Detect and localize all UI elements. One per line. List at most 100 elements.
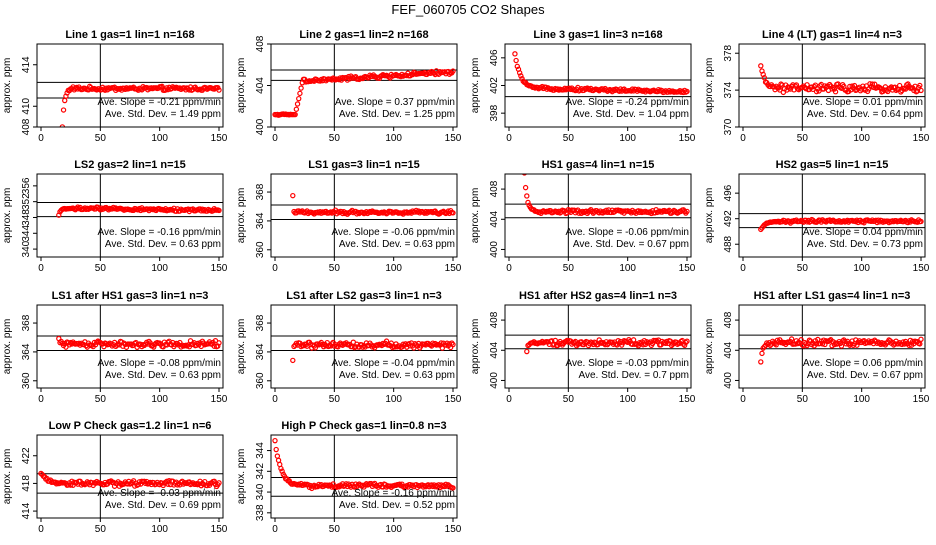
- x-tick-label: 0: [506, 133, 512, 144]
- y-tick-label: 410: [21, 97, 32, 114]
- slope-annotation: Ave. Slope = -0.21 ppm/min: [98, 97, 222, 108]
- plot-frame: [36, 43, 224, 128]
- x-tick-label: 0: [272, 394, 278, 405]
- slope-annotation: Ave. Slope = -0.16 ppm/min: [332, 488, 456, 499]
- y-tick-label: 402: [489, 77, 500, 94]
- plot-frame: [738, 304, 926, 389]
- y-tick-label: 488: [723, 235, 734, 252]
- plot-frame: [504, 304, 692, 389]
- data-point: [450, 210, 456, 216]
- panel: HS1 gas=4 lin=1 n=15 approx. ppm 0 50 100 150…: [470, 159, 696, 274]
- x-tick-label: 100: [853, 394, 870, 405]
- std-dev-annotation: Ave. Std. Dev. = 0.69 ppm: [105, 500, 221, 511]
- x-tick-label: 0: [740, 394, 746, 405]
- y-tick-label: 400: [723, 372, 734, 389]
- data-point: [804, 82, 810, 88]
- panel: HS1 after HS2 gas=4 lin=1 n=3 approx. ppm…: [470, 290, 696, 405]
- x-tick-label: 150: [913, 263, 930, 274]
- x-tick-label: 100: [151, 394, 168, 405]
- y-tick-label: 368: [21, 314, 32, 331]
- data-point: [518, 73, 524, 79]
- panel-title: Line 1 gas=1 lin=1 n=168: [65, 29, 194, 41]
- slope-annotation: Ave. Slope = 0.01 ppm/min: [803, 97, 923, 108]
- data-point: [524, 348, 530, 355]
- data-series: [290, 192, 456, 217]
- x-tick-label: 0: [38, 263, 44, 274]
- x-tick-label: 150: [679, 263, 696, 274]
- y-axis-label: approx. ppm: [470, 319, 481, 375]
- y-tick-label: 422: [21, 447, 32, 464]
- x-tick-label: 0: [506, 394, 512, 405]
- y-tick-label: 414: [21, 56, 32, 73]
- y-tick-label: 342: [255, 463, 266, 480]
- y-tick-label: 370: [723, 118, 734, 135]
- panel: Low P Check gas=1.2 lin=1 n=6 approx. ppm…: [2, 420, 228, 535]
- std-dev-annotation: Ave. Std. Dev. = 0.7 ppm: [578, 370, 689, 381]
- data-point: [788, 336, 795, 342]
- x-tick-label: 100: [619, 394, 636, 405]
- x-tick-label: 100: [385, 133, 402, 144]
- y-axis-label: approx. ppm: [236, 319, 247, 375]
- panel: High P Check gas=1 lin=0.8 n=3 approx. pp…: [236, 420, 462, 535]
- data-point: [293, 106, 300, 112]
- data-point: [684, 208, 690, 215]
- slope-annotation: Ave. Slope = -0.03 ppm/min: [98, 488, 222, 499]
- panel-title: LS2 gas=2 lin=1 n=15: [74, 159, 186, 171]
- data-point: [387, 483, 393, 489]
- data-point: [62, 97, 68, 104]
- slope-annotation: Ave. Slope = -0.06 ppm/min: [566, 227, 690, 238]
- data-point: [777, 87, 783, 93]
- x-tick-label: 50: [95, 133, 107, 144]
- y-tick-label: 364: [21, 343, 32, 360]
- x-tick-label: 0: [740, 263, 746, 274]
- data-point: [681, 342, 688, 349]
- data-series: [758, 336, 924, 365]
- y-tick-label: 360: [255, 372, 266, 389]
- y-tick-label: 374: [723, 81, 734, 98]
- data-point: [534, 84, 541, 91]
- y-tick-label: 360: [21, 372, 32, 389]
- y-axis-label: approx. ppm: [704, 58, 715, 114]
- x-tick-label: 50: [95, 394, 107, 405]
- x-tick-label: 50: [329, 524, 341, 535]
- x-tick-label: 50: [95, 524, 107, 535]
- y-tick-label: 398: [489, 104, 500, 121]
- panel: Line 2 gas=1 lin=2 n=168 approx. ppm 0 50 10…: [236, 29, 462, 144]
- y-tick-label: 360: [255, 241, 266, 258]
- y-tick-label: 404: [489, 210, 500, 227]
- y-tick-label: 378: [723, 44, 734, 61]
- x-tick-label: 150: [445, 133, 462, 144]
- x-tick-label: 150: [913, 133, 930, 144]
- data-point: [794, 340, 801, 347]
- data-point: [331, 76, 338, 82]
- y-tick-label: 340: [255, 483, 266, 500]
- x-tick-label: 0: [272, 263, 278, 274]
- x-tick-label: 0: [38, 394, 44, 405]
- x-tick-label: 0: [272, 524, 278, 535]
- data-point: [216, 480, 222, 486]
- data-point: [216, 340, 222, 346]
- data-point: [328, 209, 334, 215]
- x-tick-label: 150: [445, 394, 462, 405]
- x-tick-label: 100: [385, 394, 402, 405]
- data-point: [211, 343, 217, 349]
- data-series: [758, 63, 924, 96]
- x-tick-label: 100: [151, 524, 168, 535]
- plot-frame: [36, 434, 224, 519]
- data-point: [290, 192, 296, 199]
- data-point: [779, 82, 785, 88]
- y-axis-label: approx. ppm: [2, 58, 13, 114]
- std-dev-annotation: Ave. Std. Dev. = 1.49 ppm: [105, 109, 221, 120]
- x-tick-label: 150: [211, 394, 228, 405]
- panel: LS1 after HS1 gas=3 lin=1 n=3 approx. ppm…: [2, 290, 228, 405]
- x-tick-label: 150: [913, 394, 930, 405]
- data-series: [38, 470, 222, 490]
- data-point: [918, 336, 924, 342]
- data-point: [847, 342, 853, 348]
- data-point: [151, 344, 157, 350]
- data-point: [317, 483, 323, 489]
- y-tick-label: 364: [255, 343, 266, 360]
- data-point: [868, 83, 874, 90]
- data-point: [554, 209, 561, 216]
- y-tick-label: 408: [723, 311, 734, 328]
